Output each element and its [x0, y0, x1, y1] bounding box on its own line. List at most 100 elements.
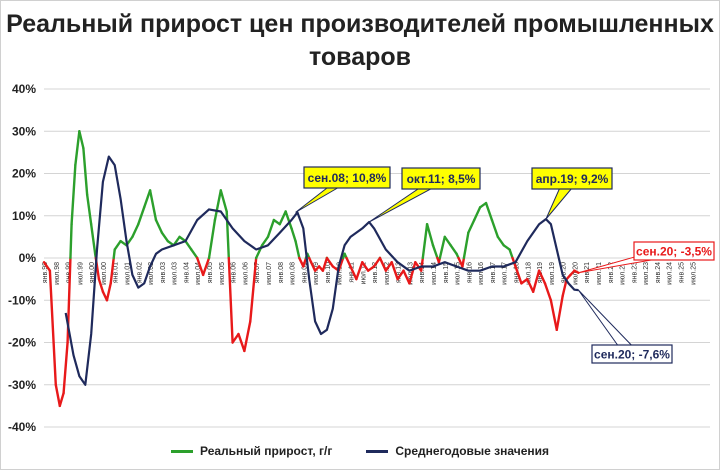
y-tick-label: 20% [12, 167, 36, 181]
x-tick-label: июл.18 [525, 262, 532, 285]
series-actual-segment [421, 222, 429, 260]
series-actual-segment [70, 163, 77, 226]
series-actual-segment [537, 269, 547, 285]
series-actual-segment [119, 239, 128, 247]
x-tick-label: янв.02 [136, 262, 143, 283]
x-tick-label: янв.22 [608, 262, 615, 283]
series-actual-segment [349, 265, 358, 281]
x-tick-label: июл.21 [596, 262, 603, 285]
x-tick-label: июл.13 [407, 262, 414, 285]
callout-label: сен.08; 10,8% [308, 171, 387, 185]
x-tick-label: янв.03 [160, 262, 167, 283]
x-tick-label: июл.09 [313, 262, 320, 285]
y-tick-label: 30% [12, 124, 36, 138]
x-tick-label: янв.00 [89, 262, 96, 283]
series-average-line [64, 155, 579, 386]
x-tick-label: июл.00 [101, 262, 108, 285]
callout-label: сен.20; -3,5% [636, 245, 712, 259]
legend-label-average: Среднегодовые значения [395, 444, 550, 458]
series-actual-segment [213, 189, 223, 222]
series-actual-segment [105, 282, 112, 302]
series-actual-segment [438, 235, 446, 260]
legend: Реальный прирост, г/г Среднегодовые знач… [0, 444, 720, 458]
series-actual-segment [294, 239, 301, 260]
series-actual-segment [227, 256, 234, 344]
series-actual-segment [449, 244, 458, 255]
y-tick-label: 0% [19, 251, 37, 265]
series-actual-segment [531, 269, 541, 293]
x-tick-label: июл.04 [195, 262, 202, 285]
x-tick-label: июл.06 [242, 262, 249, 285]
x-tick-label: июл.25 [690, 262, 697, 285]
x-tick-label: янв.21 [584, 262, 591, 283]
series-actual-segment [160, 231, 169, 243]
legend-swatch-actual [170, 449, 193, 453]
series-actual-segment [384, 261, 393, 272]
series-actual-segment [420, 256, 425, 272]
x-tick-label: июл.02 [148, 262, 155, 285]
series-actual-segment [502, 244, 511, 251]
callout-label: окт.11; 8,5% [407, 172, 476, 186]
x-tick-label: янв.98 [42, 262, 49, 283]
series-actual-segment [148, 189, 158, 222]
x-tick-label: июл.03 [172, 262, 179, 285]
series-actual-segment [154, 218, 164, 234]
series-actual-segment [85, 193, 93, 226]
series-actual-segment [345, 256, 352, 268]
y-tick-label: -20% [8, 336, 36, 350]
y-tick-label: 10% [12, 209, 36, 223]
callout: сен.08; 10,8% [295, 166, 391, 213]
series-actual-segment [462, 231, 470, 260]
series-actual-segment [484, 201, 494, 222]
legend-swatch-average [366, 449, 389, 453]
series-actual-segment [543, 282, 553, 302]
series-actual-segment [372, 256, 382, 268]
y-tick-label: -30% [8, 378, 36, 392]
series-actual-segment [74, 130, 81, 167]
callout: сен.20; -3,5% [578, 241, 715, 274]
series-actual-segment [431, 244, 439, 260]
series-actual-segment [355, 261, 364, 281]
series-actual-segment [89, 222, 97, 255]
series-actual-segment [48, 269, 57, 386]
series-actual-segment [231, 332, 240, 344]
callout: сен.20; -7,6% [578, 289, 673, 364]
x-tick-label: июл.99 [77, 262, 84, 285]
series-actual-segment [131, 222, 140, 239]
x-tick-label: янв.04 [183, 262, 190, 283]
series-actual-segment [425, 222, 435, 247]
x-tick-label: июл.10 [337, 262, 344, 285]
series-actual-segment [54, 383, 61, 408]
series-actual-segment [237, 332, 246, 353]
series-actual-segment [284, 210, 293, 230]
legend-label-actual: Реальный прирост, г/г [199, 444, 333, 458]
series-actual-segment [496, 235, 505, 247]
x-tick-label: июл.16 [478, 262, 485, 285]
callout-label: апр.19; 9,2% [536, 172, 609, 186]
series-actual-segment [207, 218, 217, 260]
y-tick-label: 40% [12, 82, 36, 96]
x-tick-label: янв.08 [278, 262, 285, 283]
series-actual-segment [514, 265, 523, 285]
series-actual-segment [266, 218, 276, 239]
series-actual-segment [555, 294, 564, 332]
x-tick-label: июл.17 [502, 262, 509, 285]
x-tick-label: янв.23 [631, 262, 638, 283]
x-tick-label: июл.22 [620, 262, 627, 285]
x-tick-label: янв.01 [113, 262, 120, 283]
series-actual-segment [69, 222, 73, 260]
callout: апр.19; 9,2% [531, 167, 613, 220]
series-actual-segment [142, 189, 152, 209]
x-tick-label: янв.07 [254, 262, 261, 283]
x-tick-label: июл.12 [384, 262, 391, 285]
series-actual-segment [396, 269, 405, 281]
series-actual-segment [461, 256, 466, 268]
series-actual-segment [97, 277, 105, 293]
legend-item-actual: Реальный прирост, г/г [170, 444, 333, 458]
x-tick-label: янв.24 [655, 262, 662, 283]
x-tick-label: июл.23 [643, 262, 650, 285]
x-tick-label: янв.13 [396, 262, 403, 283]
y-tick-label: -40% [8, 420, 36, 434]
series-actual-segment [82, 146, 89, 196]
